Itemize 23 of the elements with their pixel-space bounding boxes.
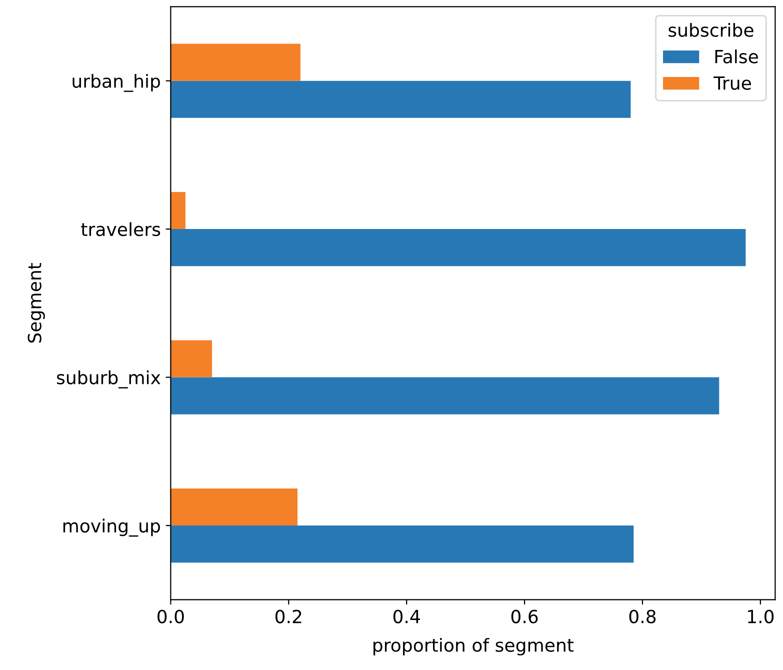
bar <box>170 340 212 378</box>
bar <box>170 488 298 526</box>
y-tick-label: travelers <box>81 222 160 236</box>
bar <box>170 192 186 230</box>
bar <box>170 526 634 563</box>
legend-label: False <box>715 49 758 64</box>
x-tick-label: 0.0 <box>158 610 184 624</box>
x-tick-label: 0.6 <box>511 610 538 624</box>
legend-title: subscribe <box>668 22 754 37</box>
x-axis-title: proportion of segment <box>374 638 574 656</box>
y-tick-label: urban_hip <box>72 74 160 92</box>
x-tick-label: 0.4 <box>393 610 420 624</box>
bar <box>170 80 631 118</box>
x-tick-label: 0.8 <box>629 610 656 624</box>
bar <box>170 44 300 81</box>
y-axis-title: Segment <box>28 262 45 343</box>
x-tick-label: 0.2 <box>275 610 302 624</box>
legend-label: True <box>714 76 751 90</box>
bar <box>170 229 746 266</box>
y-tick-label: moving_up <box>63 518 160 537</box>
y-tick-label: suburb_mix <box>56 370 160 388</box>
x-tick-label: 1.0 <box>748 610 774 624</box>
bar <box>170 377 720 414</box>
